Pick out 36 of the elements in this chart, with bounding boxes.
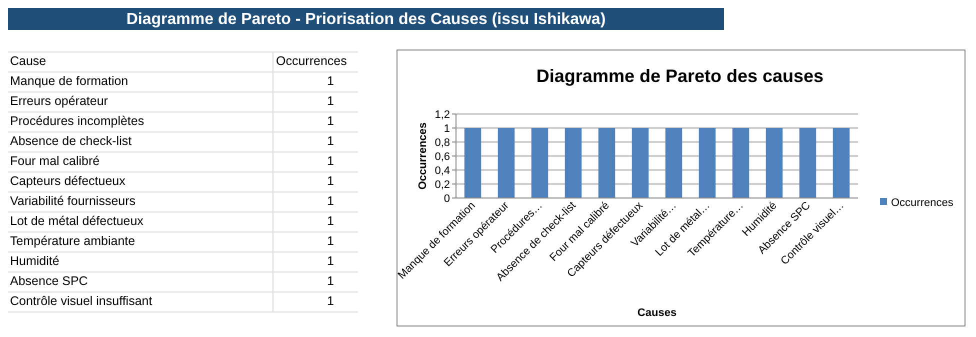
text: 1: [327, 154, 334, 168]
y-tick-label: 1: [444, 123, 450, 135]
y-tick-label: 0,4: [434, 165, 450, 177]
text: Four mal calibré: [10, 154, 100, 168]
text: 1: [327, 134, 334, 148]
y-tick-label: 0,8: [434, 137, 450, 149]
text: 1: [327, 254, 334, 268]
x-axis-title: Causes: [637, 307, 677, 319]
text: Occurrences: [276, 54, 347, 68]
text: 1: [327, 174, 334, 188]
text: Capteurs défectueux: [10, 174, 126, 188]
text: 1: [327, 294, 334, 308]
text: 1: [327, 274, 334, 288]
y-tick-label: 0,2: [434, 179, 450, 191]
text: 1: [327, 74, 334, 88]
chart-title: Diagramme de Pareto - Priorisation des Causes (issu Ishikawa): [126, 11, 606, 28]
text: Absence de check-list: [10, 134, 132, 148]
y-tick-label: 1,2: [434, 109, 450, 121]
text: 1: [327, 94, 334, 108]
text: Erreurs opérateur: [10, 94, 108, 108]
text: Température ambiante: [10, 234, 136, 248]
y-tick-label: 0,6: [434, 151, 450, 163]
text: Contrôle visuel insuffisant: [10, 294, 153, 308]
text: 1: [327, 214, 334, 228]
text: Variabilité fournisseurs: [10, 194, 136, 208]
legend-label: Occurrences: [891, 197, 954, 209]
y-tick-label: 0: [444, 193, 450, 205]
chart-subtitle: Diagramme de Pareto des causes: [536, 66, 824, 86]
text: Procédures incomplètes: [10, 114, 144, 128]
y-axis-title: Occurrences: [417, 122, 429, 190]
text: Lot de métal défectueux: [10, 214, 144, 228]
text: Cause: [10, 54, 46, 68]
text: 1: [327, 234, 334, 248]
text: 1: [327, 114, 334, 128]
text: Manque de formation: [10, 74, 128, 88]
text: 1: [327, 194, 334, 208]
